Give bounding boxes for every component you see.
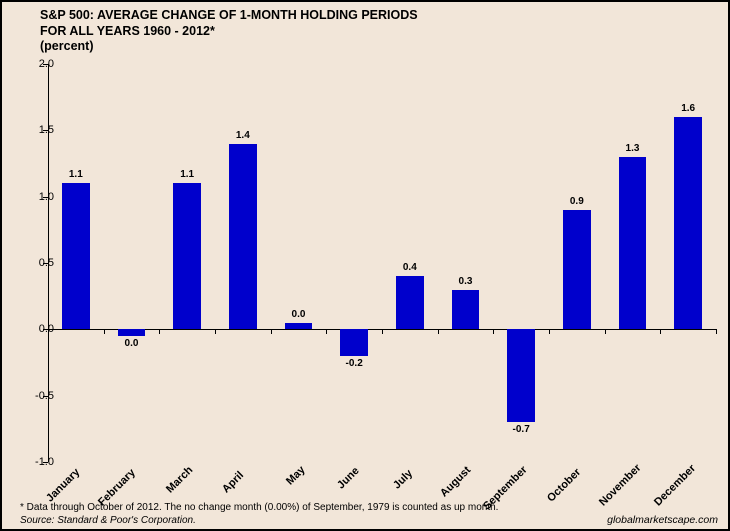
- x-tick: [438, 329, 439, 334]
- y-axis-label: -0.5: [35, 390, 54, 402]
- bar: [62, 183, 90, 329]
- x-tick: [326, 329, 327, 334]
- bar-value-label: 0.9: [570, 196, 584, 207]
- chart-title: S&P 500: AVERAGE CHANGE OF 1-MONTH HOLDI…: [40, 8, 418, 55]
- bar-value-label: -0.7: [513, 424, 530, 435]
- x-axis-label: March: [164, 464, 195, 495]
- bar: [229, 144, 257, 330]
- chart-container: S&P 500: AVERAGE CHANGE OF 1-MONTH HOLDI…: [0, 0, 730, 531]
- title-line-3: (percent): [40, 39, 418, 55]
- footnote: * Data through October of 2012. The no c…: [20, 502, 498, 513]
- bar: [507, 329, 535, 422]
- x-tick: [660, 329, 661, 334]
- bar: [619, 157, 647, 329]
- x-axis-label: May: [284, 464, 308, 488]
- bar: [396, 276, 424, 329]
- x-tick: [382, 329, 383, 334]
- x-tick: [104, 329, 105, 334]
- x-axis-label: July: [391, 467, 415, 491]
- bar-value-label: 1.1: [180, 169, 194, 180]
- bar: [563, 210, 591, 329]
- plot-area: 1.1 0.0 1.1 1.4 0.0 -0.2 0.4 0.3 -0.7 0.9 1.3 1.6: [48, 64, 716, 462]
- x-axis-label: December: [652, 462, 698, 508]
- bar: [173, 183, 201, 329]
- x-tick: [215, 329, 216, 334]
- x-axis-label: June: [335, 465, 362, 492]
- bar-value-label: 1.1: [69, 169, 83, 180]
- y-axis-label: 1.5: [39, 124, 54, 136]
- bar: [452, 290, 480, 330]
- bar: [674, 117, 702, 329]
- bar-value-label: 1.4: [236, 130, 250, 141]
- x-axis-label: October: [545, 466, 583, 504]
- x-axis-label: September: [481, 464, 530, 513]
- x-tick: [605, 329, 606, 334]
- bar-value-label: 0.0: [125, 338, 139, 349]
- x-axis-label: November: [597, 462, 644, 509]
- x-axis-label: April: [220, 469, 246, 495]
- title-line-2: FOR ALL YEARS 1960 - 2012*: [40, 24, 418, 40]
- x-tick: [493, 329, 494, 334]
- bar: [285, 323, 313, 330]
- y-axis-label: -1.0: [35, 456, 54, 468]
- watermark: globalmarketscape.com: [607, 514, 718, 526]
- bar-value-label: 1.3: [626, 143, 640, 154]
- x-axis-label: January: [44, 466, 82, 504]
- y-axis-label: 2.0: [39, 58, 54, 70]
- x-tick: [716, 329, 717, 334]
- bar: [340, 329, 368, 356]
- x-tick: [159, 329, 160, 334]
- bar-value-label: 0.0: [292, 309, 306, 320]
- y-axis-label: 0.5: [39, 257, 54, 269]
- y-axis-label: 1.0: [39, 191, 54, 203]
- source-text: Source: Standard & Poor's Corporation.: [20, 515, 196, 526]
- bar: [118, 329, 146, 336]
- bar-value-label: 1.6: [681, 103, 695, 114]
- title-line-1: S&P 500: AVERAGE CHANGE OF 1-MONTH HOLDI…: [40, 8, 418, 24]
- y-axis-label: 0.0: [39, 323, 54, 335]
- bar-value-label: 0.3: [459, 276, 473, 287]
- x-axis-label: August: [438, 465, 473, 500]
- bar-value-label: -0.2: [346, 358, 363, 369]
- x-tick: [271, 329, 272, 334]
- x-tick: [549, 329, 550, 334]
- bar-value-label: 0.4: [403, 262, 417, 273]
